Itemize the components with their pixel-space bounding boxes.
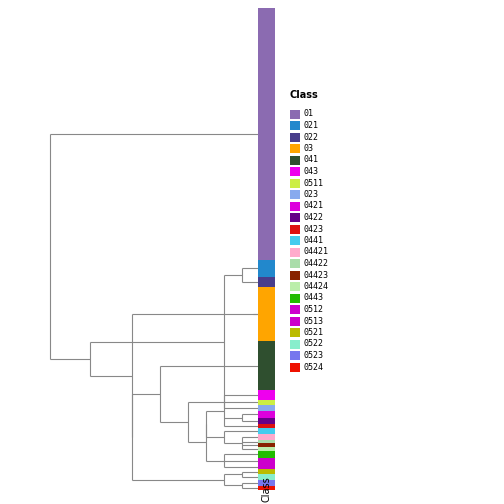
Bar [258,411,275,418]
Bar [258,8,275,260]
Text: 01: 01 [303,109,313,118]
Bar [290,133,300,142]
Text: 0421: 0421 [303,202,323,211]
Bar [258,474,275,480]
Bar [258,428,275,434]
Bar [290,362,300,371]
Bar [258,486,275,490]
Text: Class: Class [262,476,272,502]
Bar [258,424,275,428]
Bar [258,277,275,287]
Text: 04423: 04423 [303,271,328,280]
Bar [258,464,275,469]
Text: 0513: 0513 [303,317,323,326]
Bar [258,458,275,464]
Bar [290,144,300,153]
Bar [290,340,300,348]
Text: 041: 041 [303,156,318,164]
Bar [258,434,275,439]
Bar [290,213,300,222]
Text: 0441: 0441 [303,236,323,245]
Bar [290,156,300,164]
Bar [290,224,300,233]
Bar [258,391,275,400]
Bar [258,439,275,444]
Bar [258,469,275,474]
Bar [290,247,300,257]
Text: 021: 021 [303,121,318,130]
Bar [290,167,300,176]
Bar [290,202,300,211]
Bar [258,341,275,391]
Bar [290,121,300,130]
Bar [290,317,300,326]
Bar [290,190,300,199]
Bar [290,328,300,337]
Text: 0423: 0423 [303,224,323,233]
Text: 0422: 0422 [303,213,323,222]
Bar [258,444,275,448]
Bar [258,405,275,411]
Bar [290,282,300,291]
Text: 043: 043 [303,167,318,176]
Text: 023: 023 [303,190,318,199]
Bar [290,305,300,314]
Text: 04424: 04424 [303,282,328,291]
Bar [258,418,275,424]
Bar [290,351,300,360]
Text: 03: 03 [303,144,313,153]
Bar [290,109,300,118]
Bar [290,178,300,187]
Text: 022: 022 [303,133,318,142]
Text: 0443: 0443 [303,293,323,302]
Bar [258,480,275,486]
Bar [290,271,300,280]
Text: Class: Class [290,90,319,100]
Text: 0512: 0512 [303,305,323,314]
Text: 0511: 0511 [303,178,323,187]
Bar [258,448,275,451]
Bar [258,400,275,405]
Text: 0523: 0523 [303,351,323,360]
Text: 04422: 04422 [303,259,328,268]
Text: 0521: 0521 [303,328,323,337]
Text: 0524: 0524 [303,362,323,371]
Bar [290,293,300,302]
Bar [258,287,275,341]
Text: 0522: 0522 [303,340,323,348]
Bar [290,236,300,245]
Bar [258,260,275,277]
Bar [290,259,300,268]
Bar [258,451,275,458]
Text: 04421: 04421 [303,247,328,257]
